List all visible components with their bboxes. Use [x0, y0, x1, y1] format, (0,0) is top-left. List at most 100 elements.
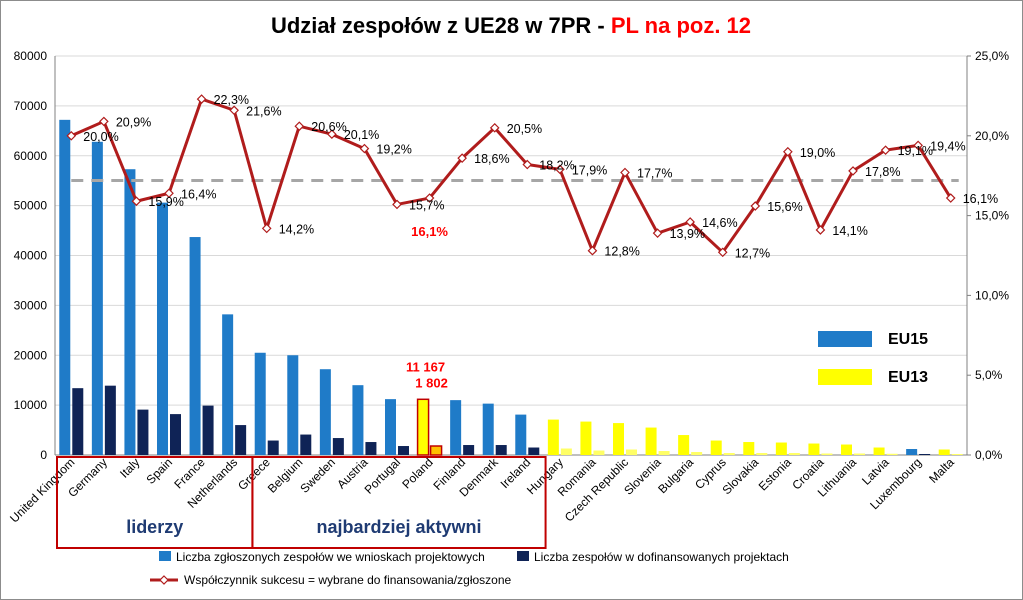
- y-right-tick-label: 20,0%: [975, 129, 1009, 143]
- bar-funded: [202, 405, 214, 455]
- success-rate-marker: [359, 143, 370, 154]
- success-rate-label: 14,6%: [702, 216, 737, 230]
- bar-submitted: [775, 442, 787, 455]
- bar-submitted: [91, 141, 103, 455]
- success-rate-marker: [294, 121, 305, 132]
- bar-funded: [886, 453, 898, 455]
- success-rate-marker: [815, 225, 826, 235]
- bar-funded: [658, 451, 670, 455]
- legend-swatch: [159, 551, 171, 561]
- inset-legend-label: EU15: [888, 331, 928, 348]
- success-rate-marker: [652, 228, 663, 239]
- success-rate-marker: [522, 159, 533, 170]
- bar-funded: [593, 450, 605, 455]
- bar-submitted: [938, 449, 950, 455]
- bar-submitted: [841, 444, 852, 455]
- bar-funded: [72, 388, 84, 455]
- bar-submitted: [645, 427, 657, 455]
- group-label: liderzy: [126, 517, 183, 537]
- category-label: Malta: [926, 455, 957, 486]
- bar-submitted: [287, 355, 299, 455]
- success-rate-label: 18,2%: [539, 159, 574, 173]
- y-right-tick-label: 15,0%: [975, 209, 1009, 223]
- y-left-tick-label: 10000: [14, 398, 48, 412]
- bar-submitted: [873, 447, 885, 455]
- bar-funded: [788, 453, 800, 455]
- success-rate-marker: [587, 245, 598, 256]
- bar-funded: [723, 453, 735, 455]
- bar-funded: [267, 440, 279, 455]
- category-label: Poland: [399, 455, 435, 491]
- success-rate-marker: [783, 146, 793, 157]
- highlight-value-funded: 1 802: [415, 375, 448, 390]
- success-rate-label: 17,7%: [637, 167, 672, 181]
- success-rate-marker: [424, 193, 435, 203]
- success-rate-label: 18,6%: [474, 152, 509, 166]
- bar-submitted: [808, 443, 820, 455]
- success-rate-label: 13,9%: [670, 227, 705, 241]
- y-left-tick-label: 40000: [14, 249, 48, 263]
- y-right-tick-label: 5,0%: [975, 368, 1003, 382]
- bars: [59, 119, 963, 456]
- success-rate-marker: [457, 153, 467, 163]
- bar-funded: [104, 385, 116, 455]
- bar-submitted: [613, 423, 624, 455]
- bar-funded: [137, 409, 149, 455]
- group-box: [251, 456, 547, 549]
- success-rate-label: 17,9%: [572, 163, 607, 177]
- bar-submitted: [352, 385, 364, 455]
- legend: Liczba zgłoszonych zespołów we wnioskach…: [150, 550, 789, 587]
- bar-funded: [951, 454, 963, 455]
- success-rate-marker: [750, 201, 761, 211]
- success-rate-marker: [327, 129, 337, 140]
- bar-submitted: [189, 237, 201, 455]
- bar-funded: [756, 453, 768, 455]
- inset-legend-swatch: [818, 369, 872, 385]
- bar-submitted: [580, 421, 592, 455]
- category-label: Bulgaria: [655, 455, 696, 496]
- inset-legend-swatch: [818, 331, 872, 347]
- bar-funded: [495, 445, 507, 455]
- success-rate-marker: [913, 140, 923, 151]
- success-rate-label: 20,9%: [116, 115, 151, 129]
- bar-funded: [463, 445, 475, 455]
- legend-label: Współczynnik sukcesu = wybrane do finans…: [184, 573, 512, 587]
- category-label: Spain: [144, 455, 176, 487]
- y-left-tick-label: 0: [40, 448, 47, 462]
- y-left-tick-label: 30000: [14, 298, 48, 312]
- success-rate-label: 12,8%: [604, 245, 639, 259]
- success-rate-label: 20,1%: [344, 128, 379, 142]
- highlight-value-submitted: 11 167: [406, 359, 445, 374]
- bar-funded: [919, 454, 931, 455]
- success-rate-label: 19,2%: [376, 143, 411, 157]
- bar-submitted: [319, 369, 331, 455]
- success-rate-marker: [620, 167, 630, 178]
- success-rate-label: 12,7%: [735, 246, 770, 260]
- success-rate-marker: [717, 247, 728, 258]
- success-rate-label: 22,3%: [214, 93, 249, 107]
- bar-funded: [854, 453, 865, 455]
- bar-funded: [235, 425, 247, 455]
- success-rate-label: 20,5%: [507, 122, 542, 136]
- success-rate-marker: [489, 122, 500, 133]
- success-rate-line: [66, 94, 956, 258]
- bar-funded: [560, 448, 572, 455]
- inset-legend-label: EU13: [888, 369, 928, 386]
- category-label: Sweden: [297, 455, 338, 496]
- success-rate-polyline: [70, 97, 952, 254]
- success-rate-label: 19,4%: [930, 139, 965, 153]
- bar-funded: [170, 414, 181, 455]
- success-rate-label: 21,6%: [246, 104, 281, 118]
- bar-submitted: [906, 449, 918, 455]
- bar-submitted: [678, 435, 690, 455]
- success-rate-marker: [229, 105, 239, 116]
- success-rate-marker: [131, 196, 142, 207]
- group-label: najbardziej aktywni: [316, 517, 481, 537]
- success-rate-marker: [261, 223, 272, 234]
- success-rate-label: 14,1%: [832, 224, 867, 238]
- success-rate-marker: [99, 116, 109, 127]
- legend-label: Liczba zespołów w dofinansowanych projek…: [534, 550, 789, 564]
- success-rate-marker: [555, 164, 565, 175]
- success-rate-marker: [945, 193, 956, 203]
